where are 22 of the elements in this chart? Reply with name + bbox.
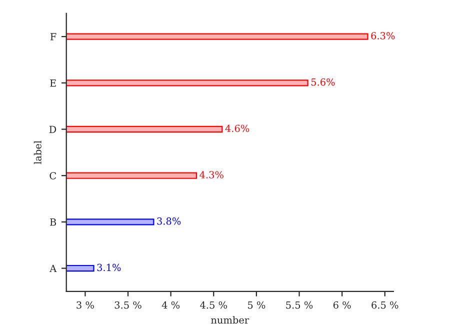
data-label: 4.3% bbox=[200, 171, 224, 178]
x-tick-label: 3.5 % bbox=[114, 301, 142, 309]
x-tick-label: 6.5 % bbox=[372, 301, 398, 309]
y-tick-label: B bbox=[50, 218, 56, 226]
y-tick-label: A bbox=[50, 264, 57, 272]
data-label: 6.3% bbox=[371, 32, 395, 40]
data-label: 5.6% bbox=[311, 78, 335, 86]
y-tick-label: D bbox=[49, 126, 56, 133]
x-tick-label: 5 % bbox=[248, 301, 266, 309]
y-axis-title: label bbox=[34, 140, 42, 164]
x-tick-label: 4 % bbox=[162, 301, 180, 309]
x-tick-label: 6 % bbox=[333, 301, 351, 309]
y-tick-label: E bbox=[50, 80, 56, 87]
y-tick-label: C bbox=[50, 172, 56, 180]
x-axis-title: number bbox=[211, 316, 250, 324]
x-tick-label: 4.5 % bbox=[200, 301, 227, 309]
data-label: 3.1% bbox=[97, 264, 121, 272]
x-tick-label: 3 % bbox=[76, 301, 94, 309]
y-tick-label: F bbox=[50, 33, 56, 40]
x-tick-label: 5.5 % bbox=[286, 301, 313, 309]
data-label: 3.8% bbox=[157, 217, 181, 225]
data-label: 4.6% bbox=[225, 124, 250, 132]
